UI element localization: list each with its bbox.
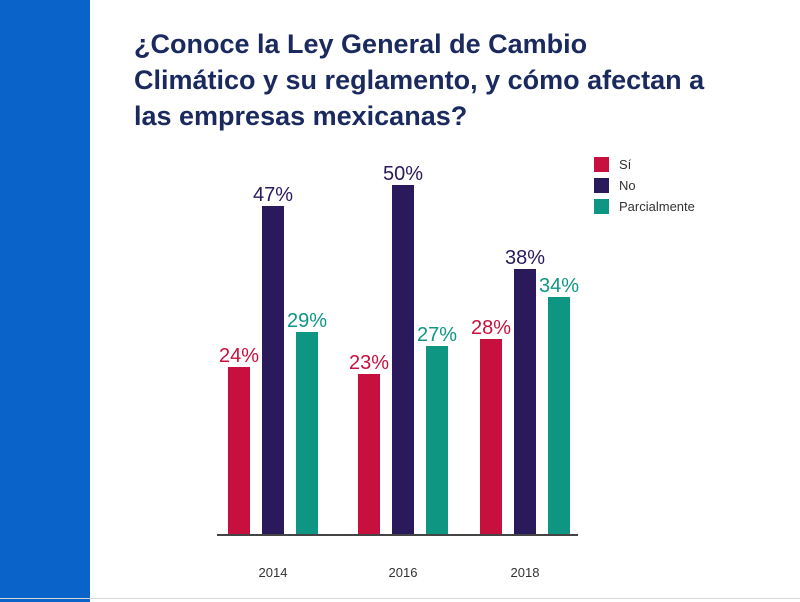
- page-title: ¿Conoce la Ley General de Cambio Climáti…: [134, 26, 774, 134]
- x-tick-label-2014: 2014: [259, 565, 288, 580]
- value-label-2016-parcialmente: 27%: [417, 324, 457, 346]
- value-label-2016-s: 23%: [349, 352, 389, 374]
- value-label-2018-no: 38%: [505, 247, 545, 269]
- title-line-2: Climático y su reglamento, y cómo afecta…: [134, 65, 705, 95]
- x-tick-labels-group: 2014 2016 2018: [259, 565, 540, 580]
- bottom-divider: [0, 598, 800, 599]
- value-label-2018-s: 28%: [471, 317, 511, 339]
- bar-2018-parcialmente: [548, 297, 570, 535]
- x-tick-label-2016: 2016: [389, 565, 418, 580]
- bar-2018-s: [480, 339, 502, 535]
- bar-2016-parcialmente: [426, 346, 448, 535]
- bar-2014-no: [262, 206, 284, 535]
- x-tick-label-2018: 2018: [511, 565, 540, 580]
- bar-2016-s: [358, 374, 380, 535]
- legend-swatch-parcialmente: [594, 199, 609, 214]
- side-accent-bar: [0, 0, 90, 602]
- value-label-2016-no: 50%: [383, 163, 423, 185]
- title-line-1: ¿Conoce la Ley General de Cambio: [134, 29, 588, 59]
- legend-label-no: No: [619, 178, 636, 193]
- value-label-2014-s: 24%: [219, 345, 259, 367]
- legend-label-parcialmente: Parcialmente: [619, 199, 695, 214]
- value-label-2018-parcialmente: 34%: [539, 275, 579, 297]
- value-label-2014-parcialmente: 29%: [287, 310, 327, 332]
- bar-2014-parcialmente: [296, 332, 318, 535]
- bar-2018-no: [514, 269, 536, 535]
- legend-label-s: Sí: [619, 157, 632, 172]
- legend-swatch-s: [594, 157, 609, 172]
- bar-2016-no: [392, 185, 414, 535]
- bars-group: [228, 185, 570, 535]
- legend-swatch-no: [594, 178, 609, 193]
- value-label-2014-no: 47%: [253, 184, 293, 206]
- bar-2014-s: [228, 367, 250, 535]
- legend: Sí No Parcialmente: [594, 157, 695, 214]
- value-labels-group: 24% 47% 29% 23% 50% 27% 28% 38% 34%: [219, 163, 579, 374]
- title-line-3: las empresas mexicanas?: [134, 101, 468, 131]
